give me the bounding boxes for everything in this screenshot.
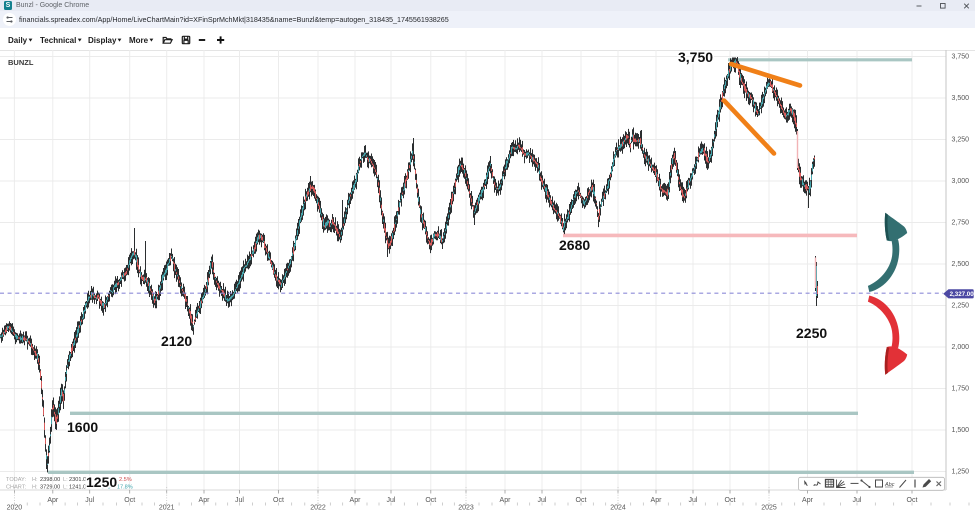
- svg-text:3,500: 3,500: [952, 95, 970, 102]
- svg-text:-17.8%: -17.8%: [115, 485, 133, 491]
- svg-text:Oct: Oct: [725, 497, 736, 504]
- svg-text:2020: 2020: [7, 505, 23, 512]
- svg-text:3,750: 3,750: [952, 54, 970, 61]
- svg-text:Jul: Jul: [689, 497, 698, 504]
- svg-text:Apr: Apr: [47, 497, 59, 504]
- svg-text:1,750: 1,750: [952, 386, 970, 393]
- svg-text:Oct: Oct: [425, 497, 436, 504]
- svg-text:Jul: Jul: [538, 497, 547, 504]
- svg-text:Apr: Apr: [802, 497, 814, 504]
- svg-text:2024: 2024: [610, 505, 626, 512]
- svg-text:2,250: 2,250: [952, 303, 970, 310]
- svg-text:Apr: Apr: [500, 497, 512, 504]
- svg-text:Jul: Jul: [235, 497, 244, 504]
- svg-text:2,327.00: 2,327.00: [950, 291, 975, 298]
- svg-text:1600: 1600: [67, 419, 98, 435]
- svg-text:3,250: 3,250: [952, 137, 970, 144]
- svg-text:TODAY:: TODAY:: [6, 477, 26, 483]
- svg-text:L:: L:: [63, 485, 68, 491]
- svg-text:2.5%: 2.5%: [119, 477, 132, 483]
- svg-text:Oct: Oct: [576, 497, 587, 504]
- svg-text:BUNZL: BUNZL: [8, 58, 34, 67]
- svg-text:Jul: Jul: [853, 497, 862, 504]
- svg-text:1,250: 1,250: [952, 469, 970, 476]
- svg-text:CHART:: CHART:: [6, 485, 27, 491]
- svg-text:Oct: Oct: [907, 497, 918, 504]
- svg-text:3729.00: 3729.00: [40, 485, 60, 491]
- svg-text:2398.00: 2398.00: [40, 477, 60, 483]
- svg-text:H:: H:: [32, 477, 38, 483]
- svg-text:1250: 1250: [86, 474, 117, 490]
- svg-text:2022: 2022: [310, 505, 326, 512]
- svg-text:2250: 2250: [796, 325, 827, 341]
- svg-text:H:: H:: [32, 485, 38, 491]
- svg-text:Apr: Apr: [651, 497, 663, 504]
- svg-text:2021: 2021: [159, 505, 175, 512]
- svg-text:L:: L:: [63, 477, 68, 483]
- svg-text:3,750: 3,750: [678, 49, 713, 65]
- svg-text:1241.00: 1241.00: [69, 485, 89, 491]
- svg-text:2023: 2023: [458, 505, 474, 512]
- svg-text:97.25: 97.25: [95, 477, 109, 483]
- svg-text:Oct: Oct: [124, 497, 135, 504]
- svg-text:2,750: 2,750: [952, 220, 970, 227]
- svg-text:Abc: Abc: [884, 482, 895, 488]
- svg-text:Jul: Jul: [387, 497, 396, 504]
- svg-text:Apr: Apr: [350, 497, 362, 504]
- svg-text:1,500: 1,500: [952, 427, 970, 434]
- svg-text:2680: 2680: [559, 237, 590, 253]
- svg-text:Jul: Jul: [85, 497, 94, 504]
- svg-text:2,500: 2,500: [952, 261, 970, 268]
- svg-text:Apr: Apr: [199, 497, 211, 504]
- svg-text:Oct: Oct: [273, 497, 284, 504]
- svg-text:2120: 2120: [161, 333, 192, 349]
- svg-text:2301.00: 2301.00: [69, 477, 89, 483]
- svg-text:391.25: 391.25: [94, 485, 111, 491]
- svg-text:3,000: 3,000: [952, 178, 970, 185]
- svg-text:2,000: 2,000: [952, 344, 970, 351]
- svg-text:2025: 2025: [761, 505, 777, 512]
